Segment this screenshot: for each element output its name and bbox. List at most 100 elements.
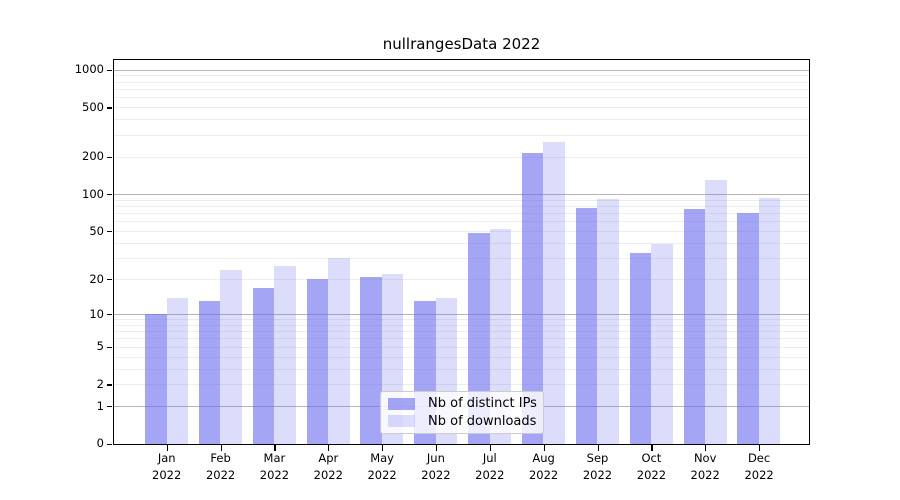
gridline-minor — [114, 212, 809, 214]
x-axis-tick-label: May 2022 — [367, 451, 397, 482]
x-axis-tick-mark — [651, 445, 653, 451]
gridline-minor — [114, 97, 809, 99]
x-axis-tick-mark — [328, 445, 330, 451]
x-axis-tick-label: Apr 2022 — [313, 451, 343, 482]
gridline-minor — [114, 368, 809, 370]
gridline-minor — [114, 89, 809, 90]
x-axis-tick-label: Oct 2022 — [636, 451, 667, 482]
gridline-minor — [114, 134, 809, 136]
bar-downloads-jan — [166, 297, 188, 444]
gridline-minor — [114, 156, 809, 158]
y-axis-tick-mark — [107, 194, 112, 196]
legend-label-distinct-ips: Nb of distinct IPs — [428, 396, 537, 412]
x-axis-tick-label: Sep 2022 — [582, 451, 613, 482]
y-axis-tick-label: 100 — [82, 186, 104, 201]
y-axis-tick-label: 50 — [89, 223, 104, 238]
x-axis-tick-label: Feb 2022 — [205, 451, 236, 482]
x-axis-tick-mark — [382, 445, 384, 451]
gridline-major — [114, 69, 809, 71]
legend: Nb of distinct IPs Nb of downloads — [380, 391, 544, 434]
y-axis-tick-label: 1000 — [74, 62, 104, 77]
gridline-major — [114, 313, 809, 315]
gridline-minor — [114, 119, 809, 121]
bar-downloads-apr — [328, 258, 350, 444]
x-axis-tick-mark — [166, 445, 168, 451]
bar-distinct-ips-jan — [145, 314, 167, 444]
bar-distinct-ips-oct — [629, 253, 652, 444]
bar-downloads-mar — [274, 265, 296, 444]
bar-distinct-ips-aug — [521, 153, 544, 444]
gridline-minor — [114, 205, 809, 207]
x-axis-tick-mark — [274, 445, 276, 451]
gridline-minor — [114, 356, 809, 358]
y-axis-tick-mark — [107, 346, 112, 348]
x-axis-tick-label: Aug 2022 — [528, 451, 559, 482]
bar-distinct-ips-nov — [683, 208, 705, 444]
y-axis-tick-mark — [107, 69, 112, 72]
y-axis-tick-label: 200 — [82, 149, 104, 164]
gridline-minor — [114, 257, 809, 259]
y-axis-tick-mark — [107, 406, 112, 408]
gridline-minor — [114, 199, 809, 201]
x-axis-tick-mark — [220, 445, 222, 451]
x-axis-tick-label: Mar 2022 — [259, 451, 290, 482]
bar-downloads-dec — [758, 197, 781, 444]
y-axis-tick-mark — [107, 443, 112, 445]
bar-downloads-aug — [543, 141, 565, 444]
x-axis-tick-label: Jun 2022 — [421, 451, 451, 482]
y-axis-tick-label: 20 — [89, 271, 104, 286]
gridline-minor — [114, 230, 809, 232]
y-axis-tick-label: 500 — [82, 99, 104, 114]
y-axis-tick-mark — [107, 156, 112, 158]
bar-distinct-ips-sep — [575, 207, 598, 444]
gridline-minor — [114, 324, 809, 326]
gridline-minor — [114, 319, 809, 320]
x-axis-tick-mark — [489, 445, 491, 451]
bar-downloads-jul — [489, 229, 512, 444]
x-axis-tick-mark — [435, 445, 438, 451]
y-axis-tick-mark — [107, 279, 112, 281]
gridline-minor — [114, 81, 809, 83]
legend-swatch-downloads — [388, 415, 415, 428]
y-axis-tick-mark — [107, 107, 112, 109]
bar-distinct-ips-dec — [737, 213, 759, 444]
gridline-minor — [114, 384, 809, 386]
x-axis-tick-label: Jan 2022 — [152, 451, 182, 482]
gridline-minor — [114, 346, 809, 348]
y-axis-tick-label: 2 — [96, 376, 104, 391]
y-axis-tick-mark — [107, 314, 112, 316]
y-axis-tick-mark — [107, 384, 112, 386]
legend-swatch-distinct-ips — [388, 397, 415, 410]
y-axis-tick-label: 10 — [89, 306, 104, 321]
bar-downloads-feb — [220, 269, 242, 444]
bar-downloads-sep — [597, 198, 619, 444]
legend-item-downloads: Nb of downloads — [381, 414, 543, 429]
y-axis-tick-label: 0 — [96, 436, 104, 451]
gridline-minor — [114, 221, 809, 223]
gridline-major — [114, 193, 809, 195]
gridline-minor — [114, 242, 809, 244]
gridline-minor — [114, 331, 809, 333]
x-axis-tick-mark — [705, 445, 707, 451]
legend-item-distinct-ips: Nb of distinct IPs — [381, 396, 543, 411]
bar-distinct-ips-feb — [198, 301, 221, 444]
x-axis-tick-mark — [543, 445, 545, 451]
x-axis-tick-mark — [597, 445, 599, 451]
bar-downloads-nov — [705, 179, 727, 444]
x-axis-tick-mark — [759, 445, 761, 451]
chart-title: nullrangesData 2022 — [382, 35, 541, 53]
y-axis-tick-mark — [107, 231, 112, 233]
gridline-minor — [114, 278, 809, 280]
y-axis-tick-label: 1 — [96, 398, 104, 413]
y-axis-tick-label: 5 — [96, 339, 104, 354]
gridline-minor — [114, 107, 809, 109]
plot-area: Nb of distinct IPs Nb of downloads — [113, 59, 810, 445]
gridline-minor — [114, 75, 809, 77]
x-axis-tick-label: Nov 2022 — [690, 451, 720, 482]
bar-distinct-ips-mar — [252, 287, 275, 444]
bar-distinct-ips-may — [360, 276, 382, 444]
legend-label-downloads: Nb of downloads — [428, 413, 537, 429]
bar-downloads-oct — [651, 244, 673, 444]
gridline-minor — [114, 338, 809, 340]
